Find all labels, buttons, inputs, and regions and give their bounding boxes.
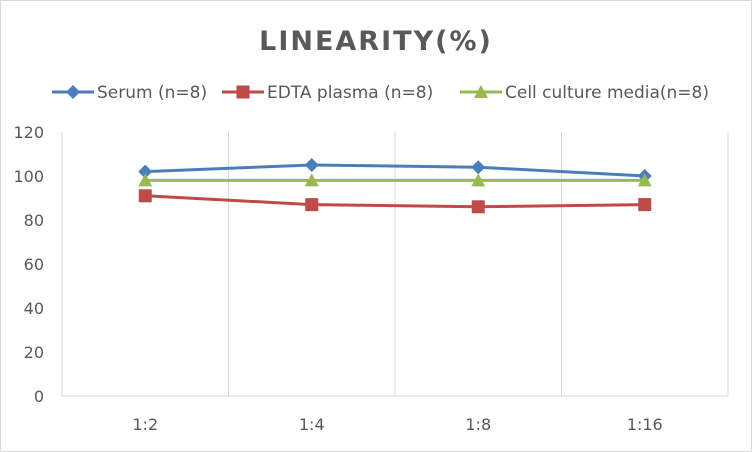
series-cell bbox=[138, 173, 652, 187]
triangle-marker bbox=[138, 173, 153, 187]
x-tick-label: 1:4 bbox=[299, 415, 325, 434]
series-edta bbox=[138, 189, 652, 214]
x-tick-label: 1:2 bbox=[132, 415, 158, 434]
legend-label: Serum (n=8) bbox=[97, 83, 207, 103]
legend-item: Cell culture media(n=8) bbox=[460, 83, 709, 103]
square-marker bbox=[471, 200, 485, 214]
y-tick-label: 120 bbox=[13, 123, 44, 142]
legend-item: EDTA plasma (n=8) bbox=[222, 83, 433, 103]
x-tick-label: 1:8 bbox=[465, 415, 491, 434]
diamond-marker bbox=[138, 164, 153, 179]
y-tick-label: 60 bbox=[24, 255, 44, 274]
y-tick-label: 20 bbox=[24, 343, 44, 362]
diamond-marker bbox=[66, 85, 80, 99]
square-marker bbox=[138, 189, 152, 203]
diamond-marker bbox=[304, 158, 319, 172]
y-tick-label: 0 bbox=[34, 387, 44, 406]
y-axis: 0 20 40 60 80 100 120 bbox=[13, 123, 44, 406]
series-line bbox=[145, 163, 645, 178]
square-marker bbox=[305, 198, 319, 212]
square-marker bbox=[638, 198, 652, 212]
y-tick-label: 80 bbox=[24, 211, 44, 230]
diamond-marker bbox=[471, 160, 486, 175]
legend: Serum (n=8) EDTA plasma (n=8) Cell culture… bbox=[52, 83, 709, 103]
triangle-marker bbox=[304, 173, 319, 187]
triangle-marker bbox=[471, 173, 486, 187]
x-tick-label: 1:16 bbox=[627, 415, 663, 434]
legend-label: Cell culture media(n=8) bbox=[505, 83, 709, 103]
series-group bbox=[138, 158, 652, 214]
triangle-marker bbox=[474, 85, 488, 98]
legend-item: Serum (n=8) bbox=[52, 83, 207, 103]
x-axis: 1:2 1:4 1:8 1:16 bbox=[132, 415, 662, 434]
square-marker bbox=[236, 85, 250, 99]
series-line bbox=[145, 194, 645, 209]
series-serum bbox=[138, 158, 652, 183]
chart-title: LINEARITY(%) bbox=[259, 26, 493, 57]
y-tick-label: 40 bbox=[24, 299, 44, 318]
triangle-marker bbox=[637, 173, 652, 187]
y-tick-label: 100 bbox=[13, 167, 44, 186]
legend-label: EDTA plasma (n=8) bbox=[267, 83, 433, 103]
grid bbox=[61, 132, 729, 397]
